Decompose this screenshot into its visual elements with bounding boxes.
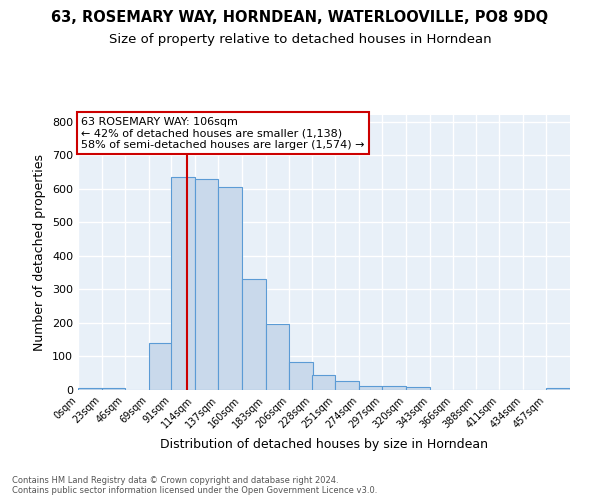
Bar	[547, 388, 570, 390]
X-axis label: Distribution of detached houses by size in Horndean: Distribution of detached houses by size …	[160, 438, 488, 451]
Bar	[149, 343, 172, 390]
Bar	[242, 280, 266, 390]
Bar	[171, 177, 195, 390]
Bar	[382, 386, 406, 390]
Text: Contains HM Land Registry data © Crown copyright and database right 2024.
Contai: Contains HM Land Registry data © Crown c…	[12, 476, 377, 495]
Bar	[195, 178, 218, 390]
Bar	[266, 324, 289, 390]
Bar	[218, 187, 242, 390]
Bar	[312, 375, 335, 390]
Text: 63, ROSEMARY WAY, HORNDEAN, WATERLOOVILLE, PO8 9DQ: 63, ROSEMARY WAY, HORNDEAN, WATERLOOVILL…	[52, 10, 548, 25]
Y-axis label: Number of detached properties: Number of detached properties	[34, 154, 46, 351]
Bar	[101, 388, 125, 390]
Bar	[406, 386, 430, 390]
Text: Size of property relative to detached houses in Horndean: Size of property relative to detached ho…	[109, 32, 491, 46]
Text: 63 ROSEMARY WAY: 106sqm
← 42% of detached houses are smaller (1,138)
58% of semi: 63 ROSEMARY WAY: 106sqm ← 42% of detache…	[81, 116, 365, 150]
Bar	[359, 386, 382, 390]
Bar	[335, 380, 359, 390]
Bar	[289, 362, 313, 390]
Bar	[78, 388, 101, 390]
